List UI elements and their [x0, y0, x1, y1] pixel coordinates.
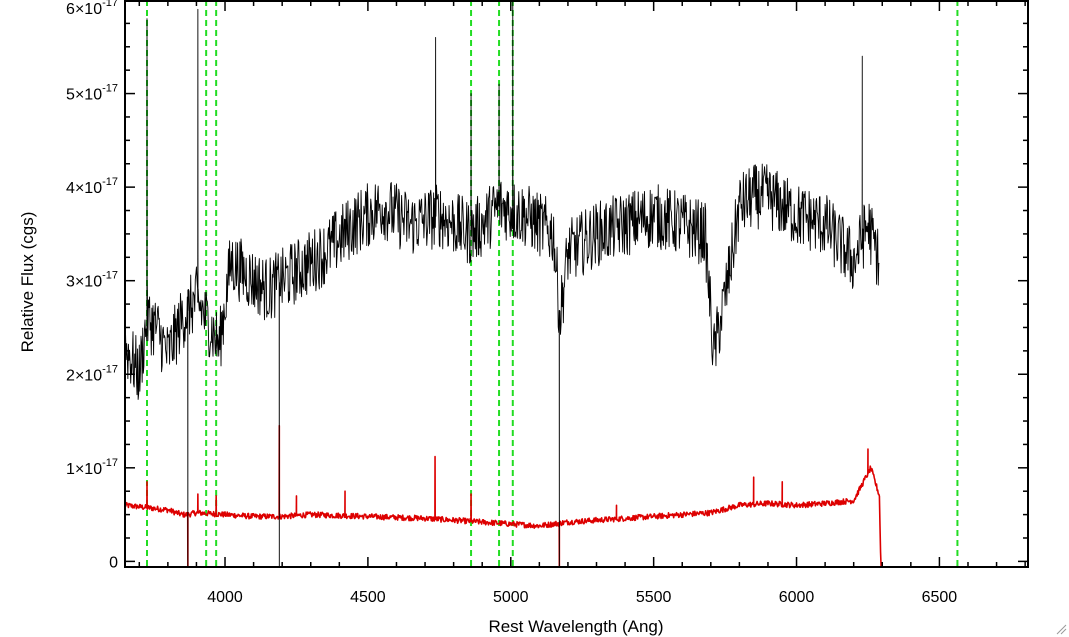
plot-frame	[124, 0, 1029, 568]
y-tick-label: 2×10-17	[66, 363, 118, 384]
spectrum-line	[124, 424, 1029, 568]
x-tick-label: 5000	[493, 589, 529, 606]
emission-line-markers	[146, 0, 959, 567]
resize-grip-icon[interactable]	[1055, 623, 1067, 635]
x-tick-label: 6500	[922, 589, 958, 606]
spectrum-line	[124, 0, 880, 568]
y-tick-label: 4×10-17	[66, 176, 118, 197]
y-tick-label: 3×10-17	[66, 270, 118, 291]
spectrum-series	[124, 0, 1029, 568]
y-tick-label: 6×10-17	[66, 0, 118, 18]
x-tick-label: 5500	[636, 589, 672, 606]
x-axis-ticks: 4000 4500 5000 5500 6000 6500	[138, 1, 1026, 606]
y-axis-title: Relative Flux (cgs)	[18, 212, 37, 353]
x-tick-label: 4000	[207, 589, 243, 606]
y-axis-ticks: 0 1×10-17 2×10-17 3×10-17 4×10-17 5×10-17 6×10…	[66, 0, 1028, 571]
x-tick-label: 6000	[779, 589, 815, 606]
x-axis-title: Rest Wavelength (Ang)	[488, 617, 663, 636]
x-tick-label: 4500	[350, 589, 386, 606]
y-tick-label: 1×10-17	[66, 457, 118, 478]
y-tick-label: 0	[109, 554, 118, 571]
y-tick-label: 5×10-17	[66, 83, 118, 104]
